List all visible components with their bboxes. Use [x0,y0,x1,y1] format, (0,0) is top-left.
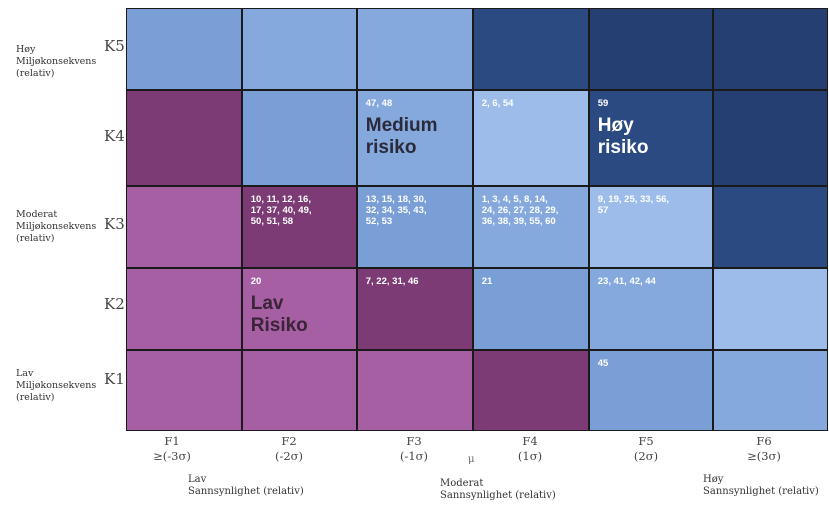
matrix-cell-k1-f4 [473,350,589,431]
row-label-k1: K1 [104,370,125,388]
row-label-k2: K2 [104,295,125,313]
scenario-numbers: 45 [597,357,609,369]
matrix-cell-k5-f1 [126,8,242,90]
matrix-cell-k1-f3 [357,350,473,431]
matrix-cell-k5-f3 [357,8,473,90]
matrix-cell-k2-f2: 20 Lav Risiko [242,268,357,350]
matrix-cell-k3-f4: 1, 3, 4, 5, 8, 14, 24, 26, 27, 28, 29, 3… [473,186,589,268]
scenario-numbers: 47, 48 [365,97,393,109]
row-description-moderate: Moderat Miljøkonsekvens (relativ) [16,209,97,244]
row-label-k4: K4 [104,127,125,145]
mu-symbol: μ [468,454,475,465]
matrix-cell-k2-f5: 23, 41, 42, 44 [589,268,713,350]
scenario-numbers: 59 [597,97,609,109]
matrix-cell-k1-f6 [713,350,828,431]
risk-zone-label: Lav Risiko [250,292,308,336]
scenario-numbers: 13, 15, 18, 30, 32, 34, 35, 43, 52, 53 [365,193,427,227]
matrix-cell-k3-f3: 13, 15, 18, 30, 32, 34, 35, 43, 52, 53 [357,186,473,268]
matrix-cell-k3-f1 [126,186,242,268]
row-description-high: Høy Miljøkonsekvens (relativ) [16,44,97,79]
scenario-numbers: 9, 19, 25, 33, 56, 57 [597,193,670,216]
matrix-cell-k2-f3: 7, 22, 31, 46 [357,268,473,350]
column-description-high: Høy Sannsynlighet (relativ) [703,474,819,497]
scenario-numbers: 10, 11, 12, 16, 17, 37, 40, 49, 50, 51, … [250,193,312,227]
column-description-low: Lav Sannsynlighet (relativ) [188,474,304,497]
matrix-cell-k2-f1 [126,268,242,350]
matrix-cell-k1-f1 [126,350,242,431]
column-label-f4: F4 (1σ) [517,434,543,463]
risk-zone-label: Medium risiko [365,114,438,158]
matrix-cell-k4-f2 [242,90,357,186]
scenario-numbers: 20 [250,275,262,287]
column-label-f3: F3 (-1σ) [399,434,429,463]
column-label-f2: F2 (-2σ) [274,434,304,463]
matrix-cell-k4-f3: 47, 48 Medium risiko [357,90,473,186]
matrix-cell-k5-f4 [473,8,589,90]
matrix-cell-k5-f6 [713,8,828,90]
matrix-cell-k3-f2: 10, 11, 12, 16, 17, 37, 40, 49, 50, 51, … [242,186,357,268]
column-description-moderate: Moderat Sannsynlighet (relativ) [440,478,556,501]
matrix-cell-k1-f2 [242,350,357,431]
matrix-cell-k2-f4: 21 [473,268,589,350]
scenario-numbers: 2, 6, 54 [481,97,514,109]
matrix-cell-k5-f2 [242,8,357,90]
matrix-cell-k5-f5 [589,8,713,90]
matrix-cell-k2-f6 [713,268,828,350]
scenario-numbers: 7, 22, 31, 46 [365,275,419,287]
row-label-k5: K5 [104,37,125,55]
scenario-numbers: 23, 41, 42, 44 [597,275,656,287]
matrix-cell-k3-f5: 9, 19, 25, 33, 56, 57 [589,186,713,268]
column-label-f6: F6 ≥(3σ) [747,434,781,463]
scenario-numbers: 1, 3, 4, 5, 8, 14, 24, 26, 27, 28, 29, 3… [481,193,559,227]
matrix-cell-k4-f4: 2, 6, 54 [473,90,589,186]
matrix-cell-k4-f1 [126,90,242,186]
matrix-cell-k4-f5: 59 Høy risiko [589,90,713,186]
matrix-cell-k1-f5: 45 [589,350,713,431]
risk-matrix-grid: 47, 48 Medium risiko 2, 6, 54 59 Høy risiko 1… [126,8,828,431]
matrix-cell-k3-f6 [713,186,828,268]
row-description-low: Lav Miljøkonsekvens (relativ) [16,368,97,403]
scenario-numbers: 21 [481,275,493,287]
row-label-k3: K3 [104,215,125,233]
risk-zone-label: Høy risiko [597,114,649,158]
column-label-f5: F5 (2σ) [633,434,659,463]
matrix-cell-k4-f6 [713,90,828,186]
column-label-f1: F1 ≥(-3σ) [153,434,191,463]
